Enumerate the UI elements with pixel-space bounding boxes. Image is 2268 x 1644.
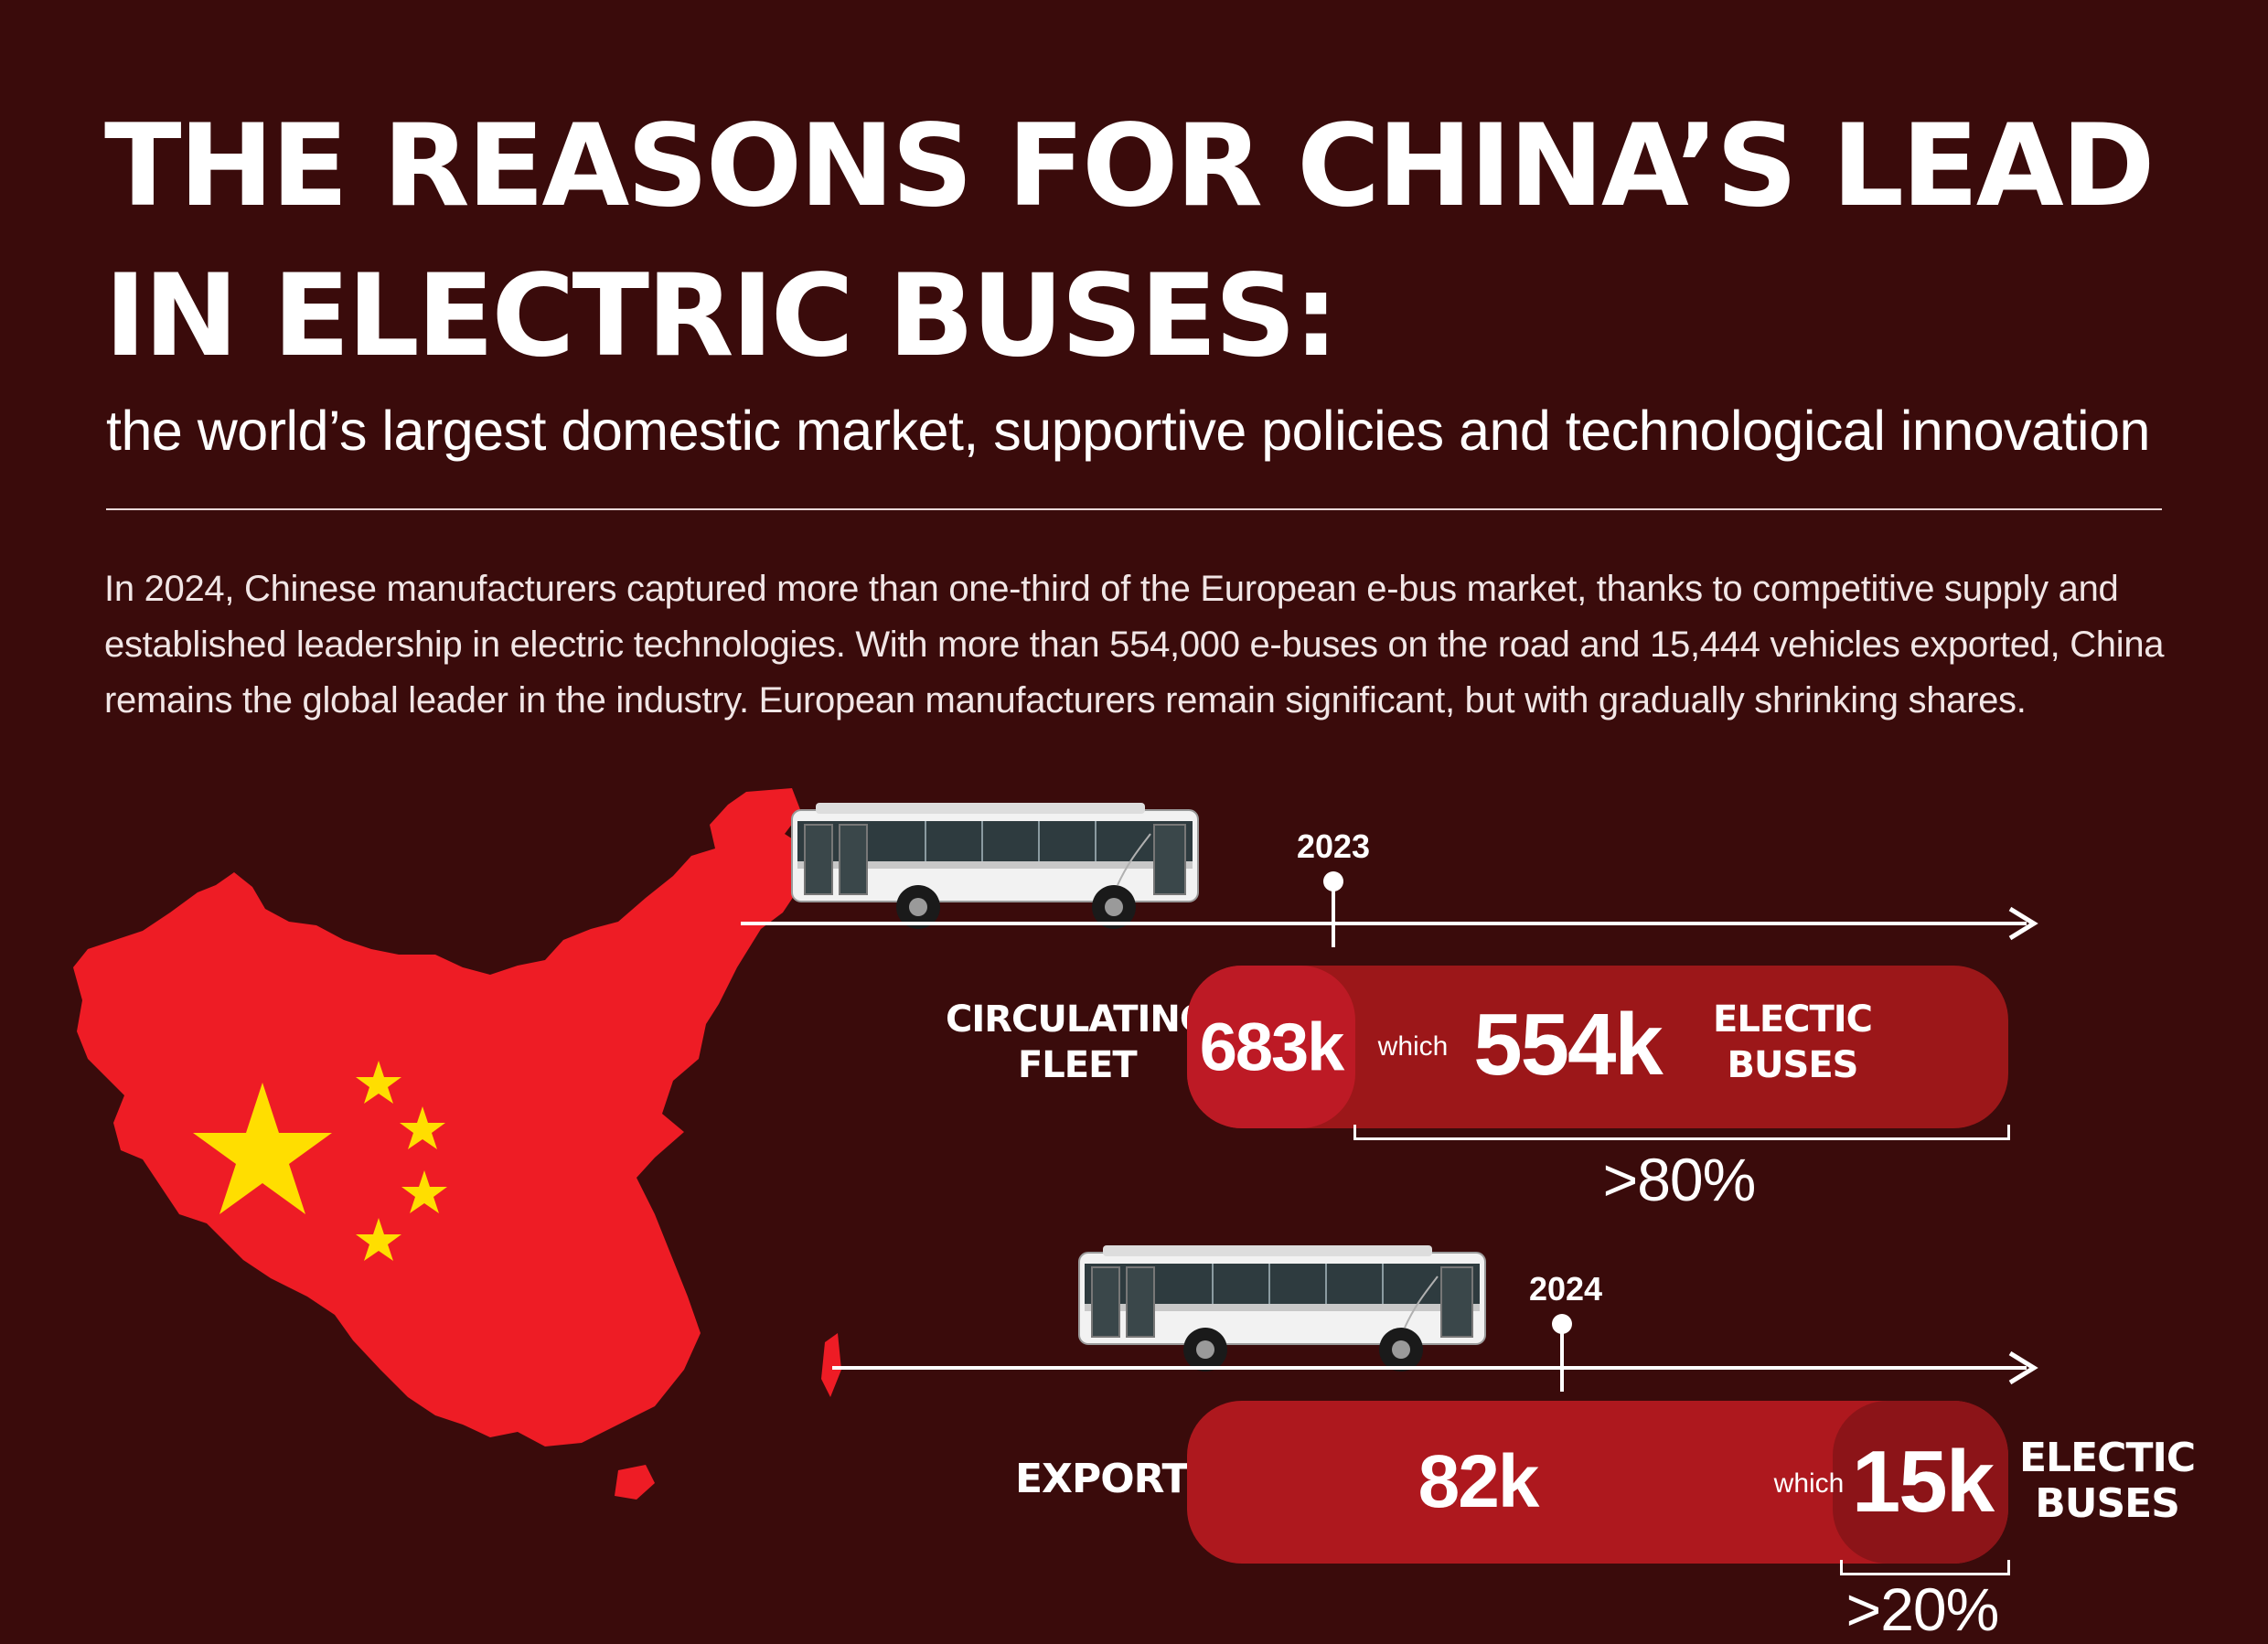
intro-paragraph: In 2024, Chinese manufacturers captured … — [104, 561, 2180, 729]
exports-electric-value: 15k — [1851, 1433, 1995, 1531]
intro-line-3: remains the global leader in the industr… — [104, 680, 2027, 721]
subtitle: the world’s largest domestic market, sup… — [106, 400, 2150, 462]
small-star-icon — [400, 1106, 445, 1149]
fleet-electric-label-line-1: ELECTIC — [1713, 998, 1873, 1041]
title-line-2: IN ELECTRIC BUSES: — [104, 251, 1339, 382]
exports-share-value: >20% — [1845, 1575, 2000, 1643]
small-star-icon — [401, 1170, 447, 1213]
fleet-which-label: which — [1377, 1031, 1449, 1062]
exports-electric-label: ELECTIC BUSES — [2019, 1435, 2196, 1527]
timeline-arrow-icon — [2008, 906, 2038, 941]
hainan-island — [615, 1465, 655, 1500]
year-2024-label: 2024 — [1528, 1270, 1603, 1308]
intro-line-1: In 2024, Chinese manufacturers captured … — [104, 569, 2119, 609]
small-star-icon — [356, 1061, 401, 1104]
fleet-label-line-1: CIRCULATING — [946, 998, 1210, 1041]
exports-electric-label-line-2: BUSES — [2035, 1480, 2180, 1527]
fleet-electric-label-line-2: BUSES — [1727, 1044, 1859, 1086]
circulating-fleet-label: CIRCULATING FLEET — [946, 997, 1210, 1088]
title-line-1: THE REASONS FOR CHINA’S LEAD — [104, 101, 2156, 232]
fleet-electric-value: 554k — [1473, 996, 1664, 1094]
small-star-icon — [356, 1218, 401, 1261]
timeline-2024 — [832, 1314, 2038, 1392]
exports-total-value: 82k — [1418, 1440, 1540, 1523]
page-title: THE REASONS FOR CHINA’S LEAD IN ELECTRIC… — [104, 91, 2156, 391]
exports-electric-bar — [1833, 1401, 2008, 1564]
exports-electric-label-line-1: ELECTIC — [2019, 1435, 2196, 1481]
year-marker-dot — [1552, 1314, 1572, 1334]
china-flag-map-icon — [73, 788, 841, 1500]
fleet-share-bracket — [1353, 1125, 2010, 1140]
year-marker-dot — [1323, 871, 1343, 891]
divider — [106, 508, 2162, 510]
fleet-share-value: >80% — [1602, 1146, 1757, 1213]
fleet-label-line-2: FLEET — [1017, 1044, 1138, 1086]
exports-label: EXPORTS — [1015, 1456, 1217, 1502]
fleet-total-bar — [1187, 966, 1355, 1128]
china-map-shape — [73, 788, 821, 1447]
timeline-arrow-icon — [2008, 1350, 2038, 1385]
fleet-electric-label: ELECTIC BUSES — [1713, 997, 1873, 1088]
exports-which-label: which — [1773, 1468, 1845, 1499]
taiwan-island — [821, 1333, 841, 1397]
timeline-2023 — [741, 871, 2038, 947]
large-star-icon — [193, 1083, 332, 1214]
electric-bus-icon — [791, 803, 1199, 929]
exports-share-bracket — [1840, 1560, 2010, 1575]
intro-line-2: established leadership in electric techn… — [104, 625, 2165, 665]
year-2023-label: 2023 — [1296, 827, 1371, 865]
electric-bus-icon — [1078, 1245, 1486, 1372]
fleet-total-value: 683k — [1199, 1009, 1345, 1085]
